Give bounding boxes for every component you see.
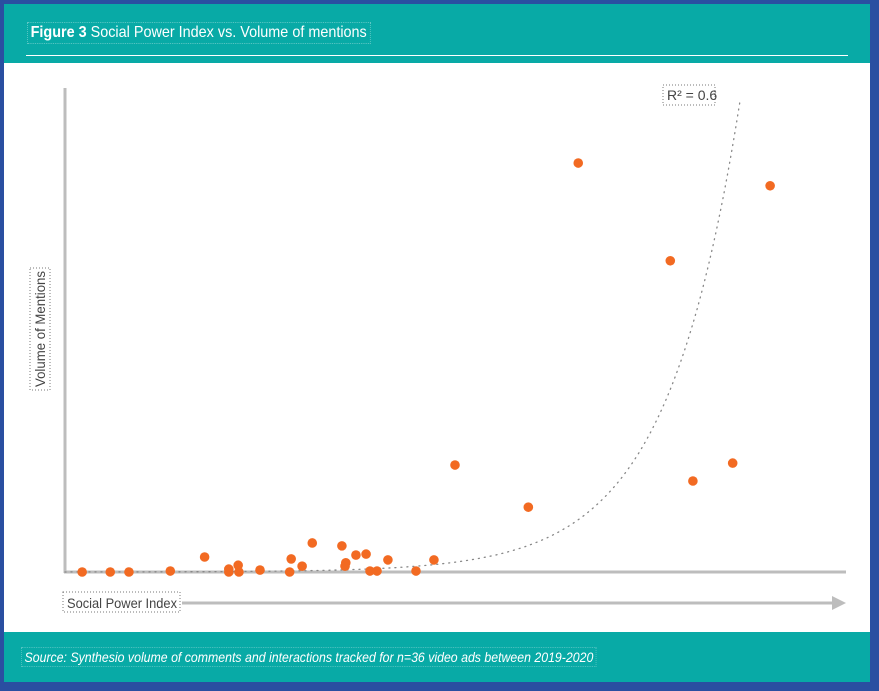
data-point [688, 476, 698, 486]
data-point [361, 549, 371, 559]
data-point [105, 567, 116, 577]
figure-panel: Figure 3 Social Power Index vs. Volume o… [4, 4, 870, 682]
y-axis-label: Volume of Mentions [29, 267, 51, 391]
data-point [297, 561, 307, 571]
data-point [365, 566, 375, 576]
data-point [337, 541, 347, 551]
r-squared-text: R² = 0.6 [667, 87, 717, 103]
data-point [77, 567, 87, 577]
figure-label: Figure 3 [30, 24, 87, 41]
figure-footer: Source: Synthesio volume of comments and… [4, 632, 870, 682]
data-point [165, 566, 176, 576]
data-point [284, 567, 295, 577]
data-point [199, 552, 210, 562]
figure-title-text: Social Power Index vs. Volume of mention… [90, 24, 367, 41]
r-squared-label: R² = 0.6 [662, 84, 717, 106]
data-point [765, 180, 775, 191]
y-axis-label-text: Volume of Mentions [32, 271, 48, 387]
data-point [450, 460, 460, 470]
x-axis-label: Social Power Index [62, 591, 181, 613]
data-point [429, 555, 439, 565]
data-point [286, 554, 297, 564]
data-point [573, 158, 584, 168]
trendline [64, 102, 741, 573]
data-point [351, 550, 361, 560]
data-point [234, 567, 244, 577]
data-point [224, 567, 234, 577]
data-point [411, 566, 421, 576]
data-point [523, 502, 534, 512]
figure-header: Figure 3 Social Power Index vs. Volume o… [4, 4, 870, 63]
data-point [124, 567, 134, 577]
source-note: Source: Synthesio volume of comments and… [21, 647, 597, 667]
data-point [665, 255, 676, 266]
data-point [727, 458, 738, 468]
figure-title: Figure 3 Social Power Index vs. Volume o… [27, 22, 371, 44]
data-point [372, 566, 382, 576]
data-points [77, 158, 775, 577]
x-axis-arrow-head [832, 596, 846, 610]
x-axis-label-text: Social Power Index [67, 595, 177, 611]
data-point [340, 561, 350, 571]
data-point [383, 555, 393, 565]
data-point [255, 565, 265, 575]
data-point [307, 538, 318, 548]
header-divider [26, 55, 848, 56]
